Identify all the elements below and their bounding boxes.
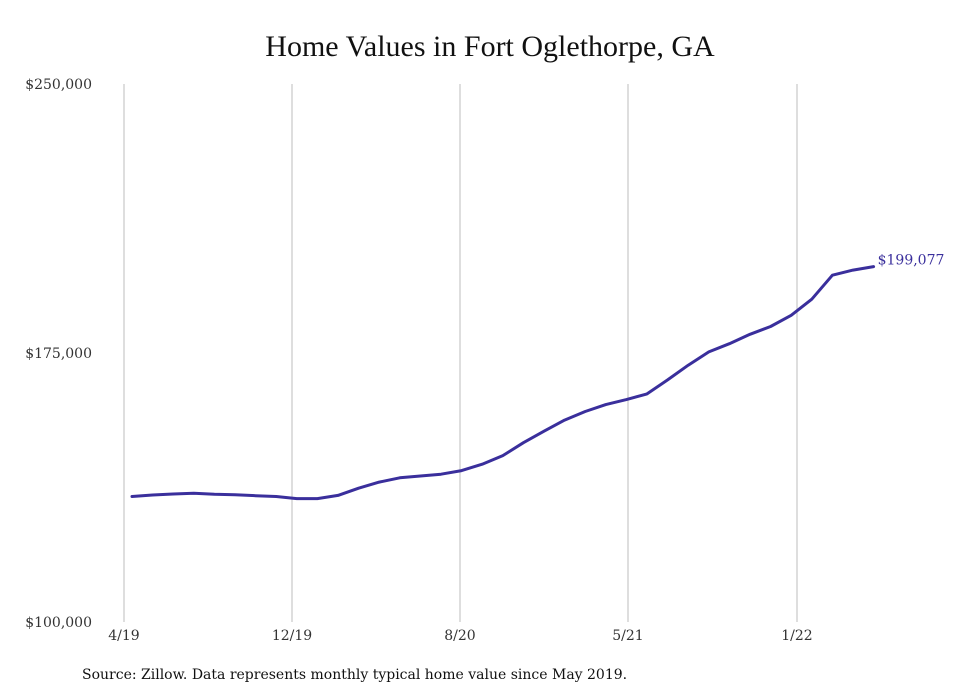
data-point (481, 463, 483, 465)
data-point (213, 493, 215, 495)
x-tick-label: 8/20 (444, 628, 475, 644)
data-point (728, 343, 731, 345)
data-point (316, 498, 318, 500)
series-layer (130, 265, 876, 501)
y-tick-label: $250,000 (25, 77, 92, 93)
data-point (172, 493, 174, 495)
x-tick-label: 1/22 (781, 628, 812, 644)
data-point (811, 298, 813, 300)
y-tick-label: $175,000 (25, 346, 92, 362)
data-point (440, 473, 442, 475)
data-point (749, 333, 751, 335)
data-labels: $199,077 (878, 253, 945, 269)
data-point (687, 364, 689, 366)
data-point (646, 393, 648, 395)
y-tick-label: $100,000 (25, 615, 92, 631)
data-point (667, 379, 669, 381)
x-tick-label: 5/21 (612, 628, 643, 644)
data-point (543, 430, 545, 432)
end-value-label: $199,077 (878, 253, 945, 269)
source-note: Source: Zillow. Data represents monthly … (82, 667, 628, 683)
data-point (234, 494, 236, 496)
grid-lines (123, 84, 798, 622)
data-point (358, 487, 360, 489)
data-point (131, 495, 133, 498)
data-point (193, 492, 195, 494)
data-point (461, 470, 463, 472)
data-point (522, 442, 525, 444)
data-point (419, 475, 421, 477)
chart-title: Home Values in Fort Oglethorpe, GA (265, 30, 715, 63)
data-point (152, 494, 154, 496)
data-point (708, 351, 710, 353)
data-point (255, 495, 257, 497)
data-point (275, 495, 277, 498)
data-point (852, 269, 854, 271)
y-axis-ticks: $100,000 $175,000 $250,000 (25, 77, 92, 631)
data-point (831, 274, 834, 276)
data-point (378, 481, 380, 483)
x-tick-label: 12/19 (272, 628, 312, 644)
data-point (790, 314, 792, 316)
data-point (296, 498, 298, 500)
data-point (399, 477, 401, 479)
data-point (625, 399, 628, 401)
data-point (770, 325, 772, 328)
data-point (337, 494, 339, 496)
data-point (564, 419, 566, 421)
data-point (502, 455, 504, 457)
data-point (605, 404, 607, 406)
x-tick-label: 4/19 (108, 628, 139, 644)
series-line (130, 265, 876, 501)
data-point (584, 410, 586, 413)
x-axis-ticks: 4/19 12/19 8/20 5/21 1/22 (108, 628, 812, 644)
data-point (873, 266, 875, 268)
